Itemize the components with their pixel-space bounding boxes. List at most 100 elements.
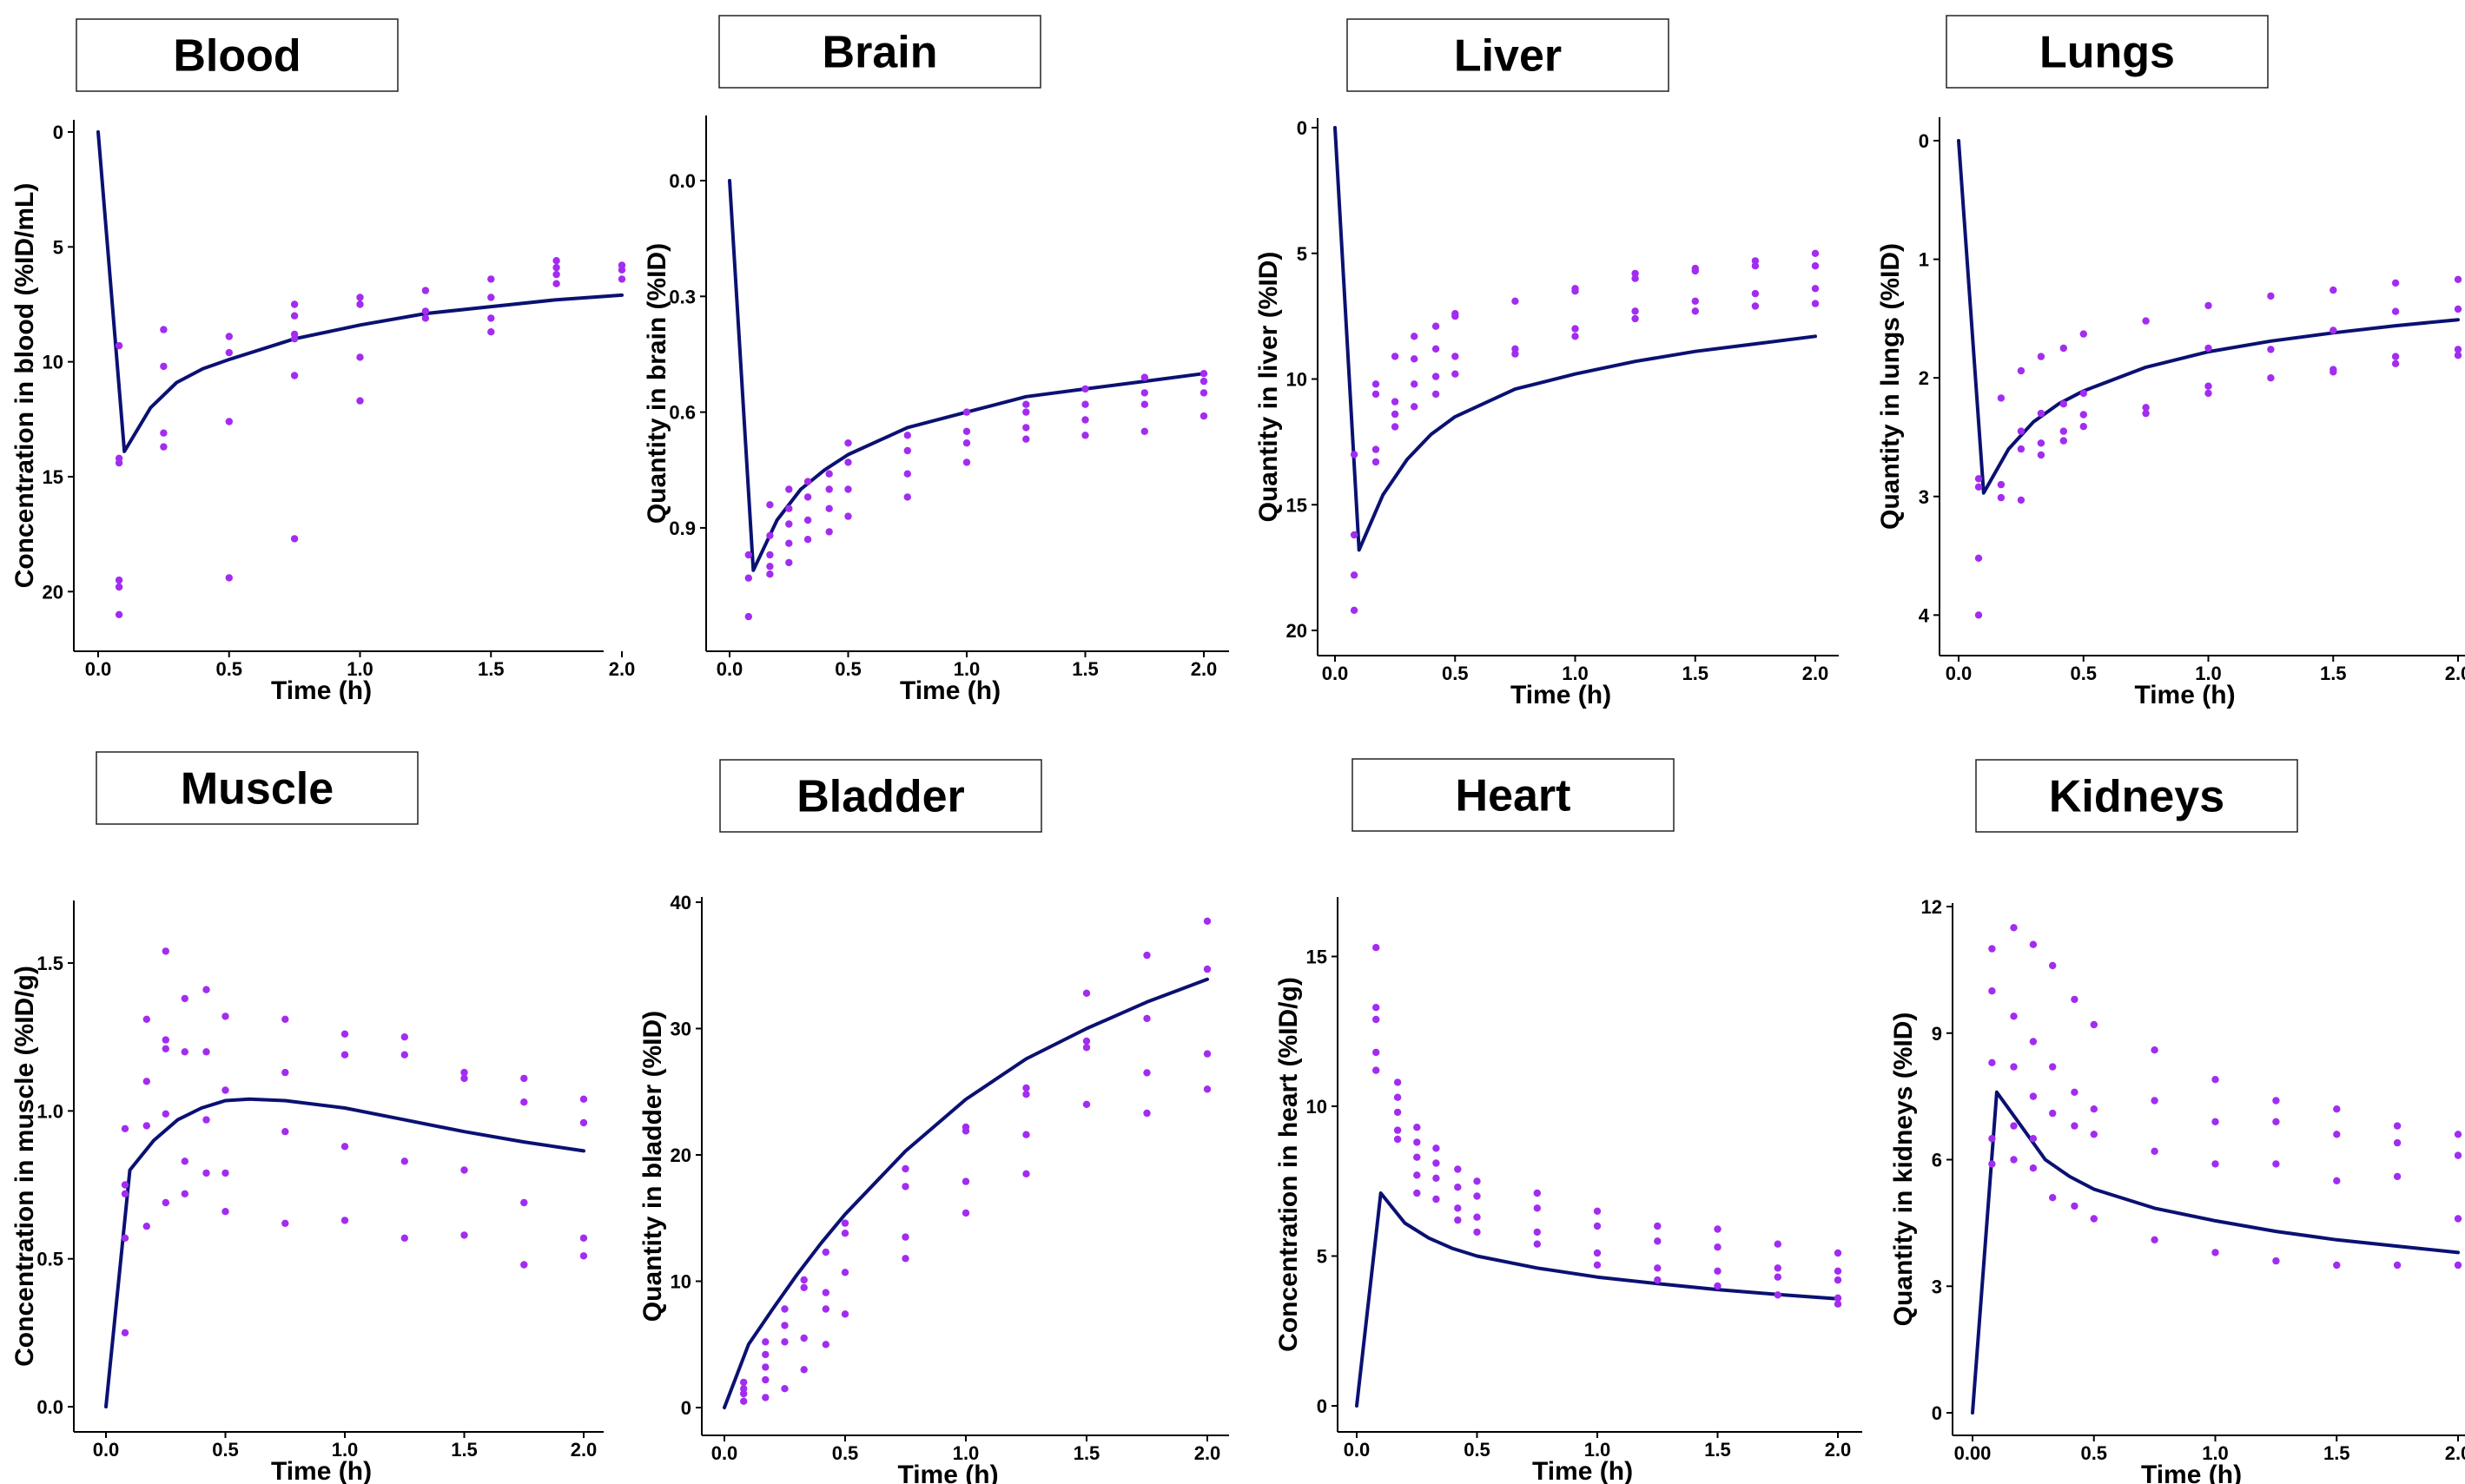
data-point bbox=[2090, 1131, 2098, 1138]
data-point bbox=[800, 1366, 808, 1374]
data-point bbox=[460, 1166, 468, 1174]
data-point bbox=[400, 1158, 408, 1165]
data-point bbox=[1140, 373, 1149, 381]
data-point bbox=[1393, 1078, 1402, 1086]
data-point bbox=[766, 531, 774, 539]
x-tick-label: 1.0 bbox=[953, 1442, 980, 1464]
y-tick-label: 20 bbox=[671, 1144, 691, 1166]
data-point bbox=[2059, 344, 2067, 353]
data-point bbox=[1774, 1240, 1781, 1248]
x-tick-label: 1.0 bbox=[2202, 1442, 2229, 1464]
data-point bbox=[356, 300, 364, 308]
data-point bbox=[1454, 1184, 1462, 1191]
data-point bbox=[1203, 917, 1212, 926]
x-tick-label: 2.0 bbox=[609, 658, 636, 680]
data-point bbox=[356, 353, 364, 361]
data-point bbox=[1431, 390, 1440, 399]
data-point bbox=[822, 1248, 829, 1256]
data-point bbox=[142, 1078, 150, 1085]
data-point bbox=[762, 1350, 770, 1359]
panel-title: Blood bbox=[173, 31, 301, 82]
x-tick-label: 1.5 bbox=[451, 1439, 478, 1461]
data-point bbox=[1593, 1249, 1602, 1257]
data-point bbox=[1391, 353, 1399, 360]
y-tick-label: 0.0 bbox=[36, 1396, 63, 1418]
panel-title: Heart bbox=[1456, 771, 1571, 821]
data-point bbox=[1473, 1213, 1481, 1221]
data-point bbox=[1473, 1228, 1481, 1237]
model-prediction-line bbox=[1355, 1191, 1840, 1408]
data-point bbox=[844, 512, 852, 520]
y-tick-label: 0 bbox=[1919, 130, 1929, 152]
data-point bbox=[1511, 345, 1519, 353]
data-point bbox=[618, 275, 626, 283]
y-tick-label: 3 bbox=[1919, 486, 1929, 508]
data-point bbox=[2010, 1063, 2018, 1071]
data-point bbox=[1372, 1066, 1380, 1074]
x-tick-label: 1.5 bbox=[2320, 663, 2347, 684]
data-point bbox=[1081, 416, 1089, 424]
data-point bbox=[2272, 1118, 2280, 1126]
x-tick-label: 1.0 bbox=[1584, 1439, 1611, 1461]
data-point bbox=[762, 1338, 770, 1346]
x-tick-label: 0.5 bbox=[215, 658, 242, 680]
data-point bbox=[1571, 325, 1579, 333]
y-axis-label: Concentration in muscle (%ID/g) bbox=[10, 966, 39, 1367]
data-point bbox=[825, 528, 833, 536]
data-point bbox=[1454, 1165, 1462, 1173]
x-tick-label: 1.0 bbox=[2195, 663, 2222, 684]
data-point bbox=[2454, 1261, 2462, 1270]
data-point bbox=[1371, 390, 1380, 399]
model-prediction-line bbox=[1333, 126, 1817, 552]
data-point bbox=[1451, 310, 1459, 318]
data-point bbox=[281, 1068, 289, 1077]
panel-title-box bbox=[96, 751, 419, 825]
data-point bbox=[825, 470, 833, 478]
data-point bbox=[1454, 1216, 1462, 1224]
data-point bbox=[1533, 1204, 1542, 1212]
x-tick-label: 2.0 bbox=[2445, 663, 2465, 684]
x-axis-label: Time (h) bbox=[2134, 681, 2235, 709]
y-tick-label: 1.5 bbox=[36, 953, 63, 974]
data-point bbox=[1140, 400, 1149, 408]
data-point bbox=[1774, 1264, 1781, 1272]
data-point bbox=[1811, 249, 1820, 257]
data-point bbox=[115, 610, 123, 618]
data-point bbox=[1432, 1195, 1440, 1204]
data-point bbox=[785, 558, 793, 567]
x-tick-label: 2.0 bbox=[1194, 1442, 1221, 1464]
data-point bbox=[803, 516, 812, 524]
y-tick-label: 15 bbox=[1286, 494, 1307, 516]
x-tick-label: 2.0 bbox=[1825, 1439, 1852, 1461]
data-point bbox=[2330, 326, 2337, 334]
data-point bbox=[762, 1394, 770, 1402]
data-point bbox=[1432, 1174, 1440, 1183]
data-point bbox=[520, 1261, 528, 1269]
panel-title-box bbox=[1346, 18, 1669, 92]
y-tick-label: 4 bbox=[1919, 604, 1930, 626]
data-point bbox=[1974, 611, 1983, 619]
panel-title-box bbox=[1946, 15, 2269, 89]
data-point bbox=[841, 1269, 849, 1276]
y-axis-label: Quantity in liver (%ID) bbox=[1254, 252, 1283, 523]
x-tick-label: 0.00 bbox=[1954, 1442, 1992, 1464]
y-tick-label: 20 bbox=[43, 581, 63, 603]
y-axis-label: Quantity in kidneys (%ID) bbox=[1889, 1012, 1918, 1327]
data-point bbox=[1431, 345, 1440, 353]
data-point bbox=[962, 439, 971, 447]
data-point bbox=[421, 314, 430, 322]
data-point bbox=[1022, 1170, 1030, 1178]
data-point bbox=[121, 1181, 129, 1189]
data-point bbox=[340, 1051, 349, 1059]
y-axis-label: Concentration in blood (%ID/mL) bbox=[10, 183, 39, 589]
data-point bbox=[2151, 1147, 2158, 1156]
x-tick-label: 1.0 bbox=[954, 658, 981, 680]
data-point bbox=[766, 571, 774, 578]
data-point bbox=[902, 1255, 909, 1263]
data-point bbox=[460, 1068, 468, 1077]
data-point bbox=[2071, 1088, 2078, 1097]
data-point bbox=[1714, 1225, 1722, 1233]
y-tick-label: 1 bbox=[1919, 249, 1929, 271]
data-point bbox=[822, 1289, 829, 1296]
data-point bbox=[2333, 1131, 2341, 1138]
